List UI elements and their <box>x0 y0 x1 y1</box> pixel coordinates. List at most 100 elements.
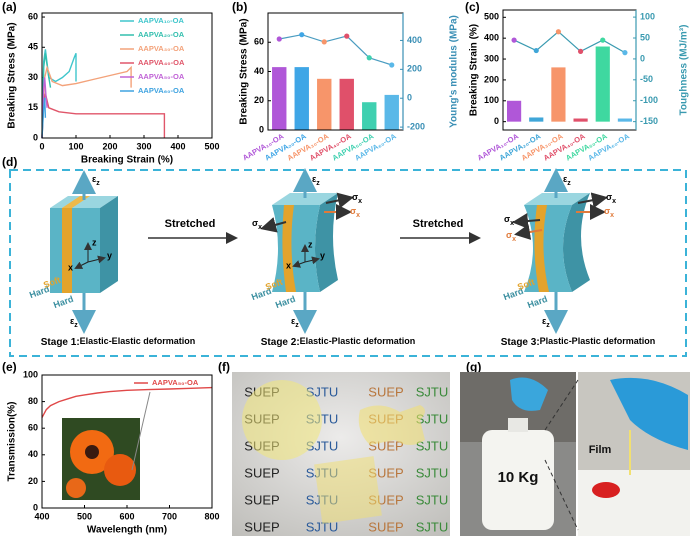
y-tick-label: 500 <box>484 12 499 22</box>
data-line <box>41 77 48 139</box>
stage-prefix: Stage 3: <box>501 337 540 348</box>
symbol: σ <box>350 206 356 216</box>
soft-layer <box>62 208 72 293</box>
strain-label: εz <box>312 174 320 187</box>
symbol: ε <box>312 174 317 184</box>
legend-label: AAPVA₄₀-OA <box>138 58 185 67</box>
subscript: z <box>316 180 320 187</box>
y-tick-label: 30 <box>28 72 38 82</box>
bar <box>384 94 399 130</box>
stress-arrow <box>577 192 608 209</box>
y2-marker <box>555 29 562 35</box>
dashed-frame <box>9 169 687 357</box>
film-disc <box>242 380 322 460</box>
film-hand <box>358 405 425 445</box>
legend-label: AAPVA₃₀-OA <box>138 44 185 53</box>
y-tick-label: 60 <box>28 423 38 433</box>
axis-label: x <box>68 262 73 272</box>
symbol: ε <box>92 174 97 184</box>
layer-label: Hard <box>52 294 75 310</box>
soft-layer <box>534 205 549 292</box>
stress-arrow <box>512 213 541 229</box>
y2-tick-label: -100 <box>640 95 658 105</box>
subscript: x <box>612 198 616 205</box>
y2-tick-label: 400 <box>407 35 422 45</box>
symbol: ε <box>70 316 75 326</box>
symbol: ε <box>563 174 568 184</box>
data-line <box>41 93 166 139</box>
x-tick-label: 200 <box>102 141 117 151</box>
grid-word: SJTU <box>416 492 449 507</box>
x-tick-label: 500 <box>77 511 92 521</box>
legend-label: AAPVA₂₀-OA <box>138 30 185 39</box>
y2-tick-label: 0 <box>407 93 412 103</box>
legend-label: AAPVA₅₀-OA <box>138 72 185 81</box>
grid-word: SJTU <box>306 519 339 534</box>
bar <box>506 100 522 122</box>
grid-word: SUEP <box>244 492 279 507</box>
subscript: x <box>610 212 614 219</box>
y-tick-label: 20 <box>28 476 38 486</box>
panel-label: (b) <box>232 0 247 14</box>
y-tick-label: 200 <box>484 74 499 84</box>
stress-label: σx <box>604 206 614 219</box>
symbol: σ <box>506 230 512 240</box>
axis-label: x <box>286 260 291 270</box>
y-axis-label: Breaking Strain (%) <box>469 24 480 116</box>
axis-arrow <box>74 261 89 269</box>
y2-marker <box>299 32 305 38</box>
grid-word: SJTU <box>416 384 449 399</box>
plot-frame <box>267 12 404 131</box>
soft-layer <box>282 205 296 292</box>
subscript: x <box>258 224 262 231</box>
y2-line <box>279 34 392 66</box>
block-top <box>272 193 338 205</box>
x-tick-label: 0 <box>39 141 44 151</box>
y-axis-label: Breaking Stress (MPa) <box>239 18 250 124</box>
y2-tick-label: -50 <box>640 74 653 84</box>
grid-word: SJTU <box>416 411 449 426</box>
y2-marker <box>366 55 372 61</box>
grid-word: SUEP <box>368 465 403 480</box>
subscript: z <box>567 180 571 187</box>
grid-word: SJTU <box>416 519 449 534</box>
x-axis-label: Wavelength (nm) <box>87 525 167 536</box>
bar <box>272 67 287 130</box>
strain-label: εz <box>542 316 550 329</box>
axis-arrow <box>87 255 106 264</box>
y-tick-label: 400 <box>484 33 499 43</box>
y2-tick-label: -150 <box>640 116 658 126</box>
bar <box>529 117 544 122</box>
stress-arrow <box>514 224 543 240</box>
axis-label: y <box>320 250 325 260</box>
stress-label: σx <box>506 230 516 243</box>
bar <box>573 118 588 122</box>
y2-marker <box>511 37 517 43</box>
stage-prefix: Stage 2: <box>261 337 300 348</box>
y-tick-label: 300 <box>484 53 499 63</box>
jug-closeup <box>578 470 690 536</box>
symbol: σ <box>504 214 510 224</box>
symbol: σ <box>604 206 610 216</box>
glove <box>610 377 688 450</box>
grid-word: SUEP <box>368 384 403 399</box>
y2-marker <box>321 39 327 45</box>
x-tick-label: 400 <box>170 141 185 151</box>
y-axis-label: Breaking Stress (MPa) <box>7 22 18 128</box>
strain-label: εz <box>70 316 78 329</box>
axis-label: z <box>308 239 313 249</box>
y-tick-label: 60 <box>28 11 38 21</box>
legend-label: AAPVA₅₀-OA <box>152 378 199 387</box>
grid-word: SUEP <box>368 519 403 534</box>
y2-tick-label: 0 <box>640 53 645 63</box>
panel-label: (f) <box>218 360 230 374</box>
plot-frame <box>41 374 213 509</box>
symbol: σ <box>252 218 258 228</box>
grid-word: SUEP <box>244 519 279 534</box>
subscript: x <box>356 212 360 219</box>
y2-tick-label: 200 <box>407 64 422 74</box>
bar <box>294 67 309 130</box>
data-line <box>41 64 132 139</box>
y2-tick-label: 50 <box>640 32 650 42</box>
